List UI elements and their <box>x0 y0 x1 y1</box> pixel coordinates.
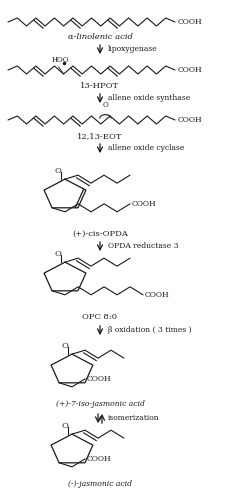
Text: (+)-cis-OPDA: (+)-cis-OPDA <box>72 230 128 238</box>
Text: O: O <box>62 422 68 430</box>
Text: COOH: COOH <box>132 200 157 208</box>
Text: (-)-jasmonic acid: (-)-jasmonic acid <box>68 480 132 488</box>
Text: O: O <box>55 167 61 175</box>
Text: β oxidation ( 3 times ): β oxidation ( 3 times ) <box>108 326 192 334</box>
Text: allene oxide synthase: allene oxide synthase <box>108 94 190 102</box>
Text: O: O <box>103 102 108 110</box>
Text: isomerization: isomerization <box>108 414 160 422</box>
Text: COOH: COOH <box>87 375 112 383</box>
Text: HOO: HOO <box>52 56 69 64</box>
Text: 13-HPOT: 13-HPOT <box>80 82 120 90</box>
Text: OPDA reductase 3: OPDA reductase 3 <box>108 242 179 250</box>
Text: COOH: COOH <box>145 291 170 299</box>
Text: COOH: COOH <box>178 66 203 74</box>
Text: O: O <box>55 250 61 258</box>
Text: allene oxide cyclase: allene oxide cyclase <box>108 144 184 152</box>
Text: O: O <box>62 342 68 350</box>
Text: COOH: COOH <box>87 455 112 463</box>
Text: 12,13-EOT: 12,13-EOT <box>77 132 123 140</box>
Text: (+)-7-iso-jasmonic acid: (+)-7-iso-jasmonic acid <box>56 400 144 408</box>
Text: lipoxygenase: lipoxygenase <box>108 45 158 53</box>
Text: COOH: COOH <box>178 18 203 26</box>
Text: COOH: COOH <box>178 116 203 124</box>
Text: OPC 8:0: OPC 8:0 <box>82 313 118 321</box>
Text: α-linolenic acid: α-linolenic acid <box>67 33 132 41</box>
